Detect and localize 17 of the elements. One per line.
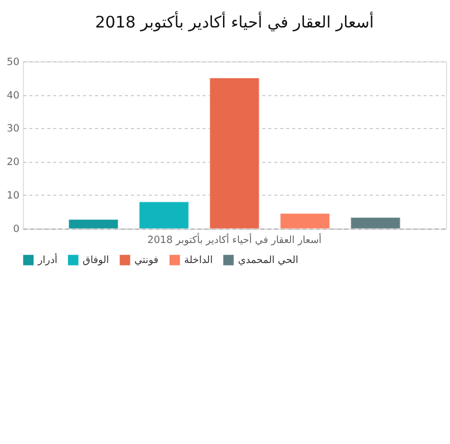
legend-label: الوفاق — [82, 255, 110, 266]
chart-title: أسعار العقار في أحياء أكادير بأكتوبر 2018 — [95, 10, 374, 32]
bar — [209, 78, 260, 230]
y-tick-label: 40 — [6, 90, 20, 102]
legend-label: أدرار — [36, 253, 58, 266]
bar — [350, 217, 401, 230]
y-tick-label: 50 — [6, 56, 20, 68]
legend-label: الحي المحمدي — [238, 255, 298, 266]
y-tick-label: 30 — [6, 124, 20, 135]
legend-label: فونتي — [134, 255, 159, 266]
y-tick-label: 20 — [6, 157, 20, 168]
y-tick-label: 0 — [13, 224, 20, 236]
bar — [280, 213, 330, 230]
bar — [138, 201, 190, 230]
bar — [68, 219, 119, 230]
legend-label: الداخلة — [184, 255, 213, 266]
y-tick-label: 10 — [6, 190, 20, 202]
